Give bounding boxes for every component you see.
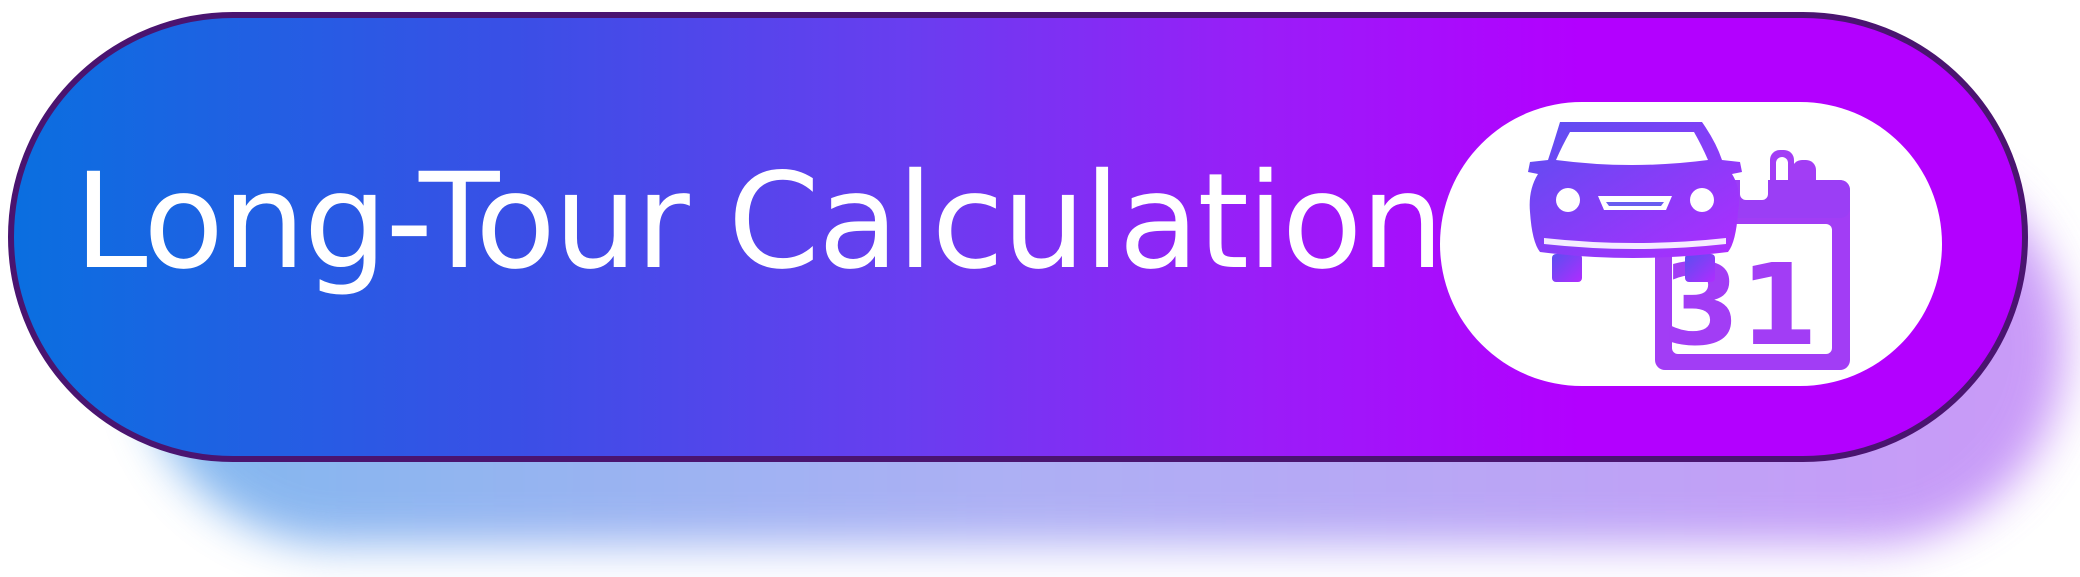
long-tour-calculation-button[interactable]: Long-Tour Calculation: [8, 12, 2028, 462]
car-headlight-left: [1556, 188, 1580, 212]
car-bumper: [1544, 238, 1726, 249]
icon-badge: 31: [1440, 102, 1942, 386]
car-wheel-left: [1552, 254, 1582, 282]
button-label: Long-Tour Calculation: [74, 145, 1444, 299]
car-wheel-right: [1685, 254, 1715, 282]
car-windshield: [1556, 132, 1708, 165]
car-headlight-right: [1690, 188, 1714, 212]
car-calendar-icon: 31: [1528, 122, 1850, 371]
car-icon: [1528, 122, 1742, 282]
